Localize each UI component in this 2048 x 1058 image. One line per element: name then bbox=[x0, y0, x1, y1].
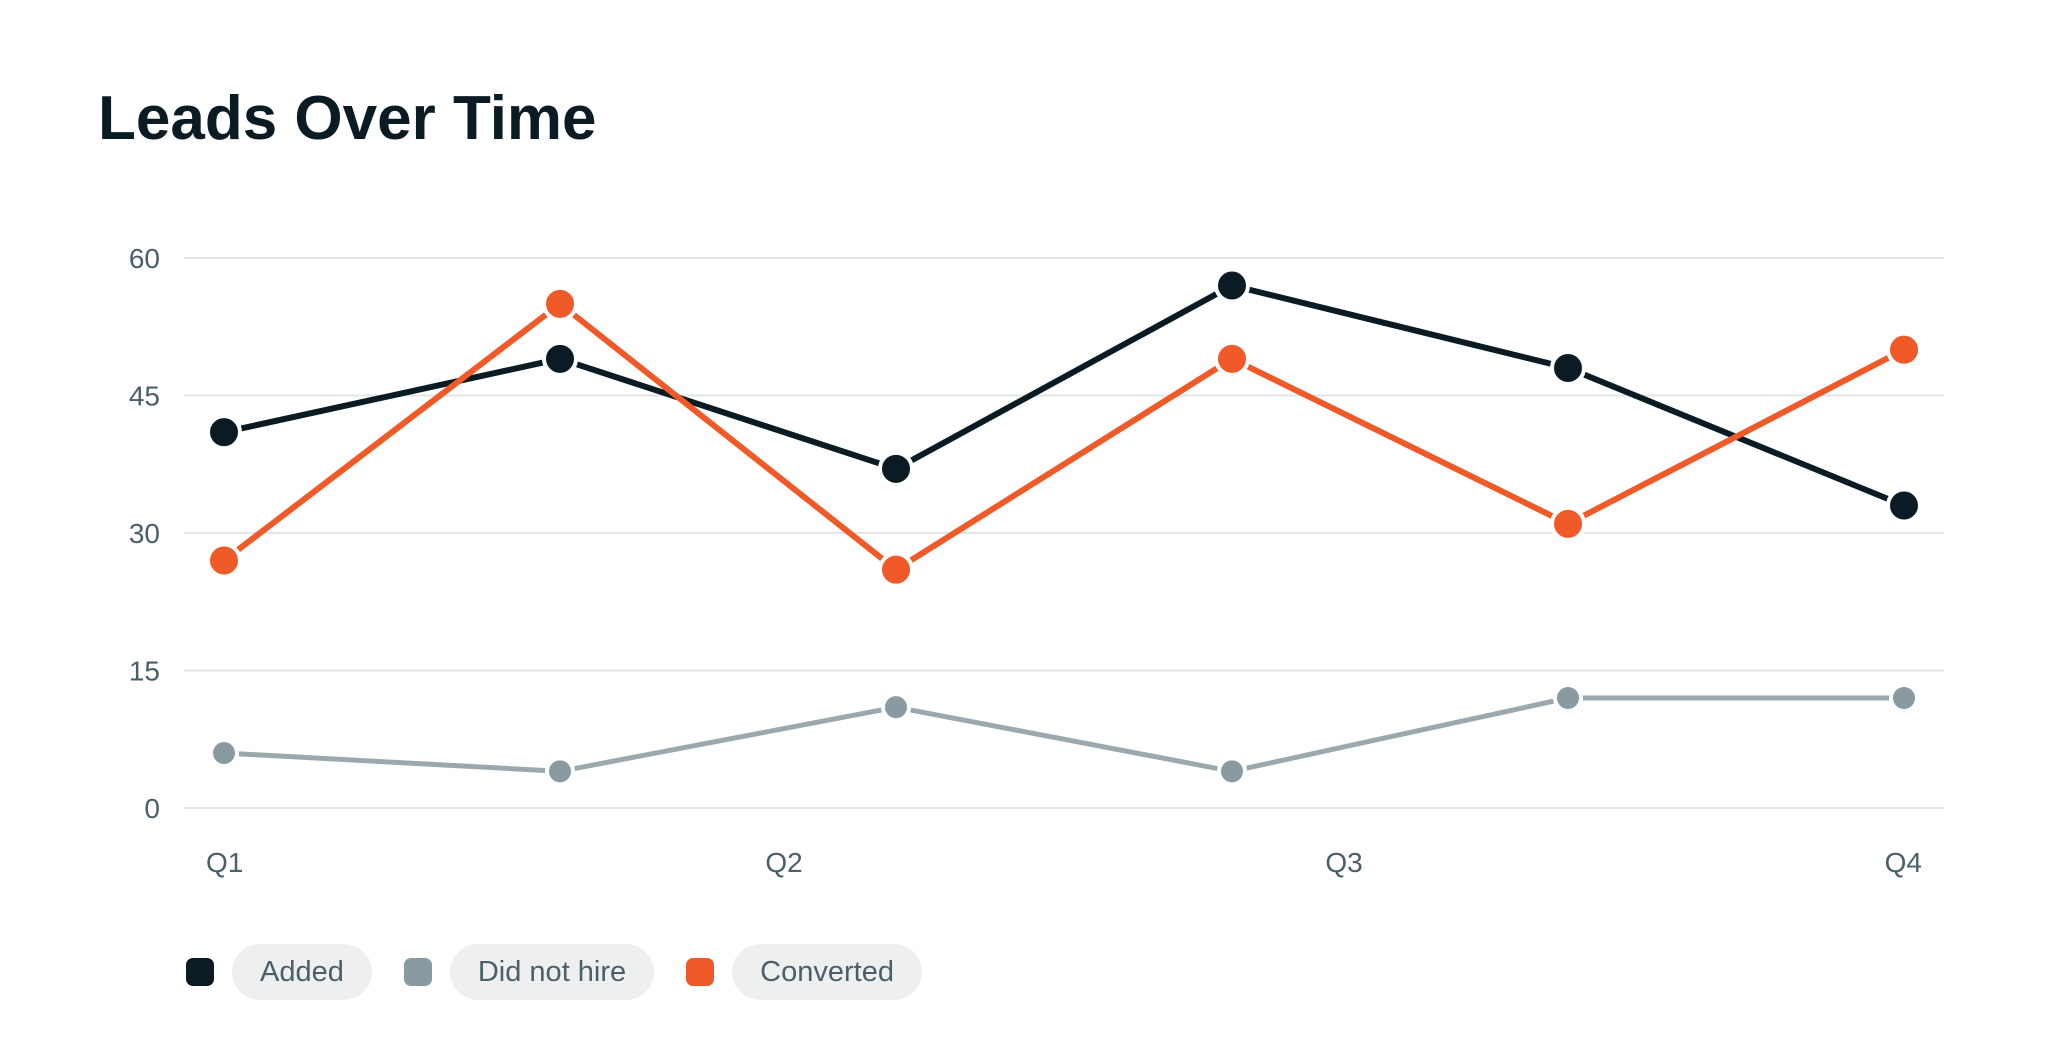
legend-swatch-did-not-hire bbox=[403, 958, 432, 986]
data-point-did-not-hire-0 bbox=[209, 738, 239, 768]
y-axis-ticks: 0 15 30 45 60 bbox=[129, 243, 160, 824]
data-point-converted-4 bbox=[1550, 505, 1586, 542]
y-tick-label-0: 0 bbox=[144, 793, 160, 824]
data-point-did-not-hire-2 bbox=[881, 692, 911, 723]
x-tick-label-q1: Q1 bbox=[206, 847, 243, 878]
series-line-did-not-hire bbox=[221, 695, 1907, 774]
legend-label-converted[interactable]: Converted bbox=[732, 944, 922, 1000]
data-point-added-2 bbox=[878, 450, 914, 487]
legend-item-did-not-hire[interactable]: Did not hire bbox=[403, 944, 655, 1000]
data-point-added-5 bbox=[1886, 487, 1922, 524]
series-added bbox=[206, 267, 1922, 524]
data-point-added-0 bbox=[206, 414, 242, 451]
data-point-converted-5 bbox=[1886, 331, 1922, 368]
data-point-converted-0 bbox=[206, 542, 242, 579]
data-point-added-1 bbox=[542, 340, 578, 377]
y-tick-label-15: 15 bbox=[129, 656, 160, 687]
data-point-did-not-hire-3 bbox=[1217, 756, 1247, 787]
legend-item-converted[interactable]: Converted bbox=[686, 944, 922, 1000]
data-point-converted-1 bbox=[542, 285, 578, 322]
legend-swatch-converted bbox=[686, 958, 715, 986]
grid-lines bbox=[184, 257, 1944, 809]
x-axis-ticks: Q1 Q2 Q3 Q4 bbox=[206, 847, 1922, 878]
legend-swatch-added bbox=[186, 958, 214, 986]
series-line-converted bbox=[221, 300, 1907, 573]
y-tick-label-30: 30 bbox=[129, 518, 160, 549]
y-tick-label-60: 60 bbox=[129, 243, 160, 274]
x-tick-label-q3: Q3 bbox=[1325, 847, 1362, 878]
legend: Added Did not hire Converted bbox=[186, 944, 954, 1000]
data-point-added-4 bbox=[1550, 350, 1586, 386]
data-point-did-not-hire-4 bbox=[1553, 683, 1583, 713]
series-converted bbox=[206, 285, 1922, 588]
series-lines bbox=[206, 267, 1922, 787]
data-point-converted-3 bbox=[1214, 340, 1250, 377]
series-did-not-hire bbox=[209, 683, 1919, 787]
legend-item-added[interactable]: Added bbox=[186, 944, 372, 1000]
x-tick-label-q4: Q4 bbox=[1885, 847, 1922, 878]
legend-label-added[interactable]: Added bbox=[232, 944, 372, 1000]
x-tick-label-q2: Q2 bbox=[765, 847, 802, 878]
legend-label-did-not-hire[interactable]: Did not hire bbox=[449, 944, 655, 1000]
chart-title: Leads Over Time bbox=[98, 84, 597, 153]
data-point-converted-2 bbox=[878, 551, 914, 588]
series-line-added bbox=[221, 282, 1907, 509]
data-point-did-not-hire-1 bbox=[545, 756, 575, 787]
y-tick-label-45: 45 bbox=[129, 381, 160, 412]
data-point-did-not-hire-5 bbox=[1889, 683, 1919, 713]
data-point-added-3 bbox=[1214, 267, 1250, 304]
